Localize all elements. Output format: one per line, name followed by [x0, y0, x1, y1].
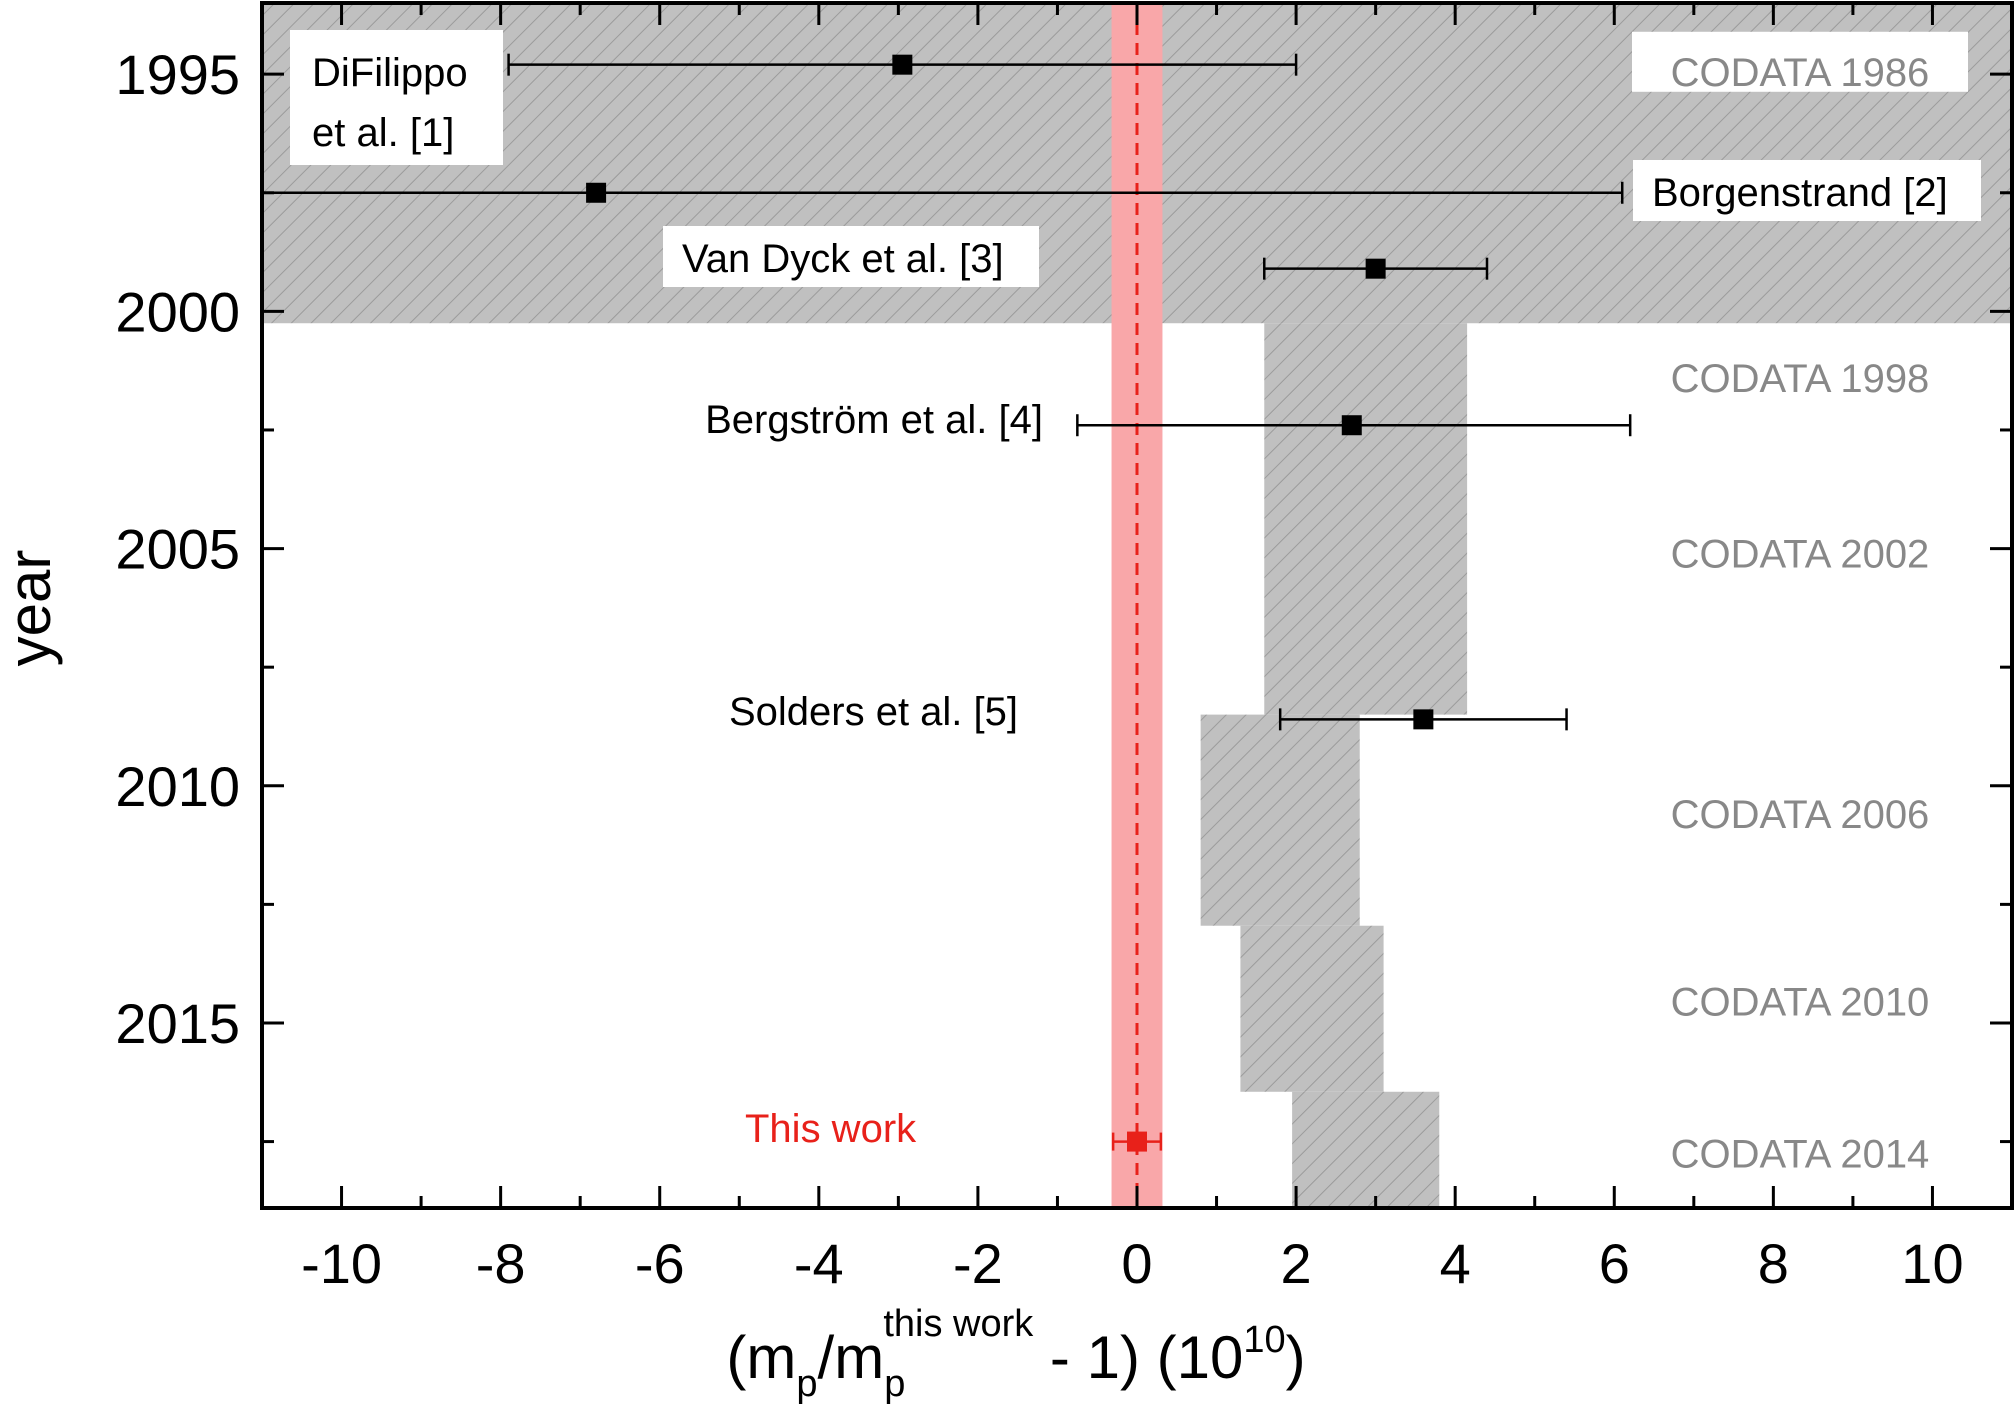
measurement-label-4: Solders et al. [5]: [729, 690, 1018, 734]
annotation-labels: DiFilippo et al. [1] Borgenstrand [2] Van D…: [290, 30, 1981, 1176]
measurement-points: [262, 53, 1632, 1152]
codata-label-box-0: [1632, 31, 1968, 92]
this-work-point: [1127, 1131, 1147, 1152]
x-tick-label: 10: [1901, 1232, 1963, 1295]
codata-label-2: CODATA 2002: [1671, 532, 1930, 576]
data-point-2: [1365, 258, 1386, 279]
x-title-sub2: p: [884, 1363, 905, 1405]
this-work-band-group: [1111, 3, 1163, 1208]
data-point-3: [1341, 415, 1362, 436]
data-point-1: [586, 182, 607, 203]
label-box-2: [663, 226, 1039, 287]
x-tick-label: -6: [635, 1232, 685, 1295]
x-title-mid: /m: [818, 1324, 885, 1391]
x-title-sup: this work: [883, 1303, 1034, 1345]
x-tick-label: -2: [953, 1232, 1003, 1295]
x-tick-label: -4: [794, 1232, 844, 1295]
measurement-label-0-line1: et al. [1]: [312, 111, 454, 155]
codata-band-3: [1200, 714, 1360, 926]
codata-band-5: [1292, 1091, 1440, 1208]
measurement-label-2: Van Dyck et al. [3]: [682, 237, 1004, 281]
x-axis-title: (mp/mpthis work - 1) (1010): [726, 1303, 1305, 1405]
codata-band-1: [1264, 323, 1468, 715]
data-point-4: [1413, 709, 1434, 730]
x-tick-label: 0: [1121, 1232, 1152, 1295]
y-axis-title: year: [0, 550, 63, 667]
measurement-label-3: Bergström et al. [4]: [705, 398, 1043, 442]
codata-label-3: CODATA 2006: [1671, 793, 1930, 837]
x-tick-label: -10: [301, 1232, 382, 1295]
codata-label-1: CODATA 1998: [1671, 357, 1930, 401]
y-tick-label: 2005: [115, 518, 240, 581]
codata-label-0: CODATA 1986: [1671, 51, 1930, 95]
measurement-label-1: Borgenstrand [2]: [1652, 171, 1948, 215]
this-work-label: This work: [745, 1107, 917, 1151]
x-title-sub1: p: [796, 1363, 817, 1405]
x-title-suffix: - 1) (10: [1033, 1324, 1243, 1391]
y-tick-label: 2015: [115, 992, 240, 1055]
data-point-0: [892, 54, 913, 75]
x-title-end: ): [1286, 1324, 1306, 1391]
label-box-0: [290, 30, 503, 165]
codata-label-4: CODATA 2010: [1671, 981, 1930, 1025]
y-tick-label: 1995: [115, 43, 240, 106]
label-box-1: [1633, 160, 1981, 221]
codata-band-4: [1240, 925, 1384, 1092]
x-tick-label: 2: [1281, 1232, 1312, 1295]
x-tick-label: 8: [1758, 1232, 1789, 1295]
measurement-label-0-line0: DiFilippo: [312, 51, 468, 95]
x-tick-label: 4: [1440, 1232, 1471, 1295]
x-tick-label: -8: [476, 1232, 526, 1295]
y-tick-label: 2010: [115, 755, 240, 818]
x-title-exp: 10: [1243, 1319, 1285, 1361]
codata-label-5: CODATA 2014: [1671, 1132, 1930, 1176]
y-tick-label: 2000: [115, 280, 240, 343]
x-tick-label: 6: [1599, 1232, 1630, 1295]
x-title-prefix: (m: [726, 1324, 796, 1391]
